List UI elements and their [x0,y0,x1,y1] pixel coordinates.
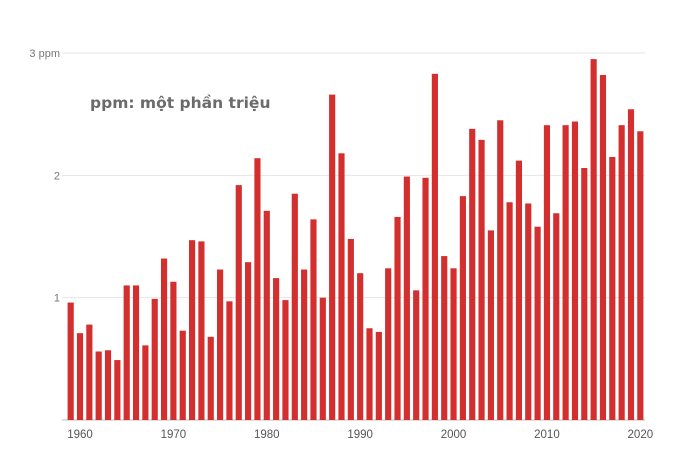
bar-1985 [310,219,317,420]
bar-1991 [366,328,373,420]
bar-1988 [338,153,345,420]
bar-1975 [217,269,224,420]
x-tick-label: 2000 [441,429,467,441]
y-tick-label: 1 [54,293,60,305]
bar-1995 [403,176,410,420]
bar-1996 [413,290,420,420]
bar-2012 [562,125,569,421]
bar-1970 [170,281,177,420]
x-tick-label: 1970 [161,429,187,441]
bar-1981 [273,278,280,420]
bar-2013 [571,121,579,420]
bar-2014 [581,167,588,420]
bar-1978 [245,262,252,420]
bar-2004 [487,230,494,420]
bar-1969 [160,258,168,420]
bar-1980 [263,210,270,420]
y-axis-labels: 3 ppm 2 1 [29,48,60,305]
bar-2006 [506,202,513,420]
x-axis-labels: 1960 1970 1980 1990 2000 2010 2020 [67,429,653,441]
bar-1993 [385,268,392,420]
x-tick-label: 2020 [628,429,654,441]
bar-1960 [76,333,84,420]
bar-1982 [282,300,289,420]
bar-1961 [86,324,93,420]
bar-2019 [627,109,635,421]
bar-1990 [357,273,364,420]
bar-1974 [207,336,214,420]
bars [67,59,644,421]
bar-1998 [431,73,438,421]
bar-2007 [515,160,523,420]
bar-2018 [618,125,625,421]
bar-1959 [67,302,74,420]
bar-2011 [553,213,560,420]
bar-1963 [104,350,112,420]
x-tick-label: 1960 [67,429,93,441]
x-tick-label: 2010 [534,429,560,441]
bar-2002 [469,128,476,420]
bar-1967 [142,345,149,420]
bar-2000 [450,268,457,420]
bar-2016 [599,75,607,421]
bar-1971 [179,330,186,420]
bar-2001 [459,196,466,420]
bar-1987 [329,94,336,420]
bar-2020 [637,131,644,421]
bar-1989 [347,238,354,420]
y-tick-label: 3 ppm [29,48,60,60]
bar-2010 [543,125,551,421]
bar-1968 [151,298,158,420]
bar-1973 [198,241,205,420]
bar-1966 [132,285,140,420]
bar-1977 [235,185,242,420]
bar-1986 [319,297,326,420]
chart-annotation: ppm: một phần triệu [90,94,270,112]
bar-2003 [478,139,485,421]
bar-1965 [123,285,130,420]
bar-2005 [497,120,504,420]
bar-1984 [301,269,308,420]
bar-1962 [95,351,102,420]
bar-1994 [394,216,401,420]
bar-1976 [226,301,233,420]
bar-2009 [534,226,541,420]
bar-2008 [525,203,532,420]
bar-2017 [609,156,616,421]
x-tick-label: 1990 [347,429,373,441]
bar-1992 [375,331,382,420]
bar-1999 [441,256,448,420]
bar-1964 [114,360,121,420]
y-tick-label: 2 [54,170,60,182]
bar-1972 [188,240,196,420]
bar-1997 [422,177,429,420]
bar-1979 [254,158,261,420]
bar-1983 [291,193,298,420]
x-tick-label: 1980 [254,429,280,441]
bar-2015 [590,59,597,421]
